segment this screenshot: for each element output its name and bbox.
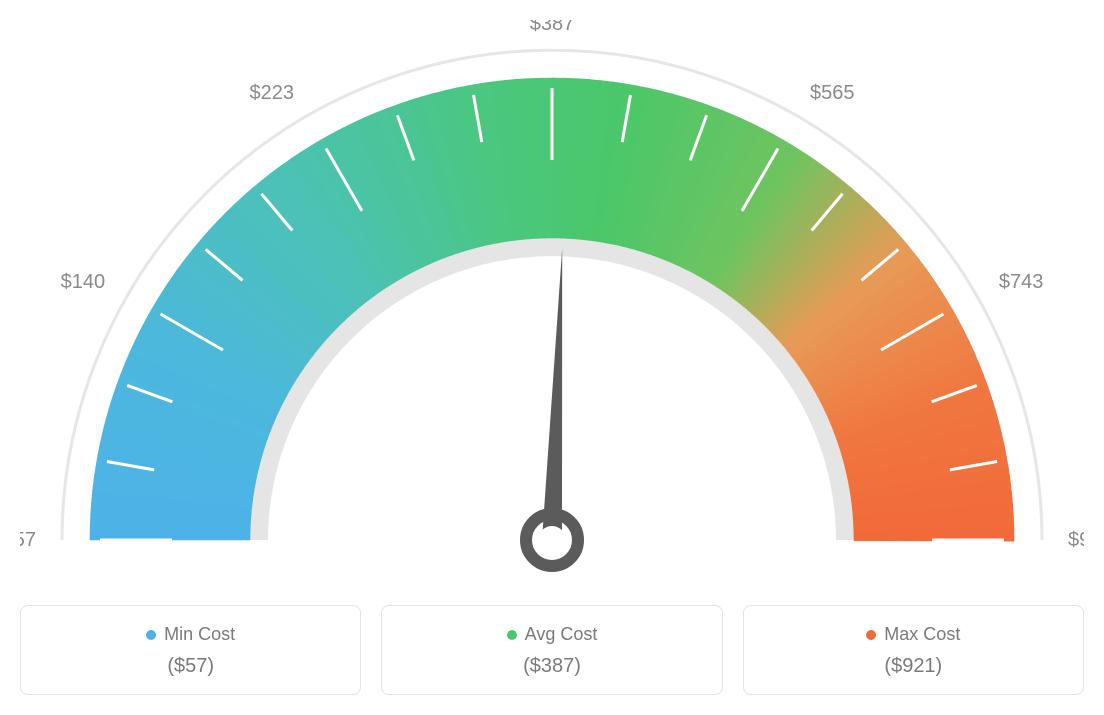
svg-text:$921: $921 — [1068, 529, 1084, 551]
svg-text:$387: $387 — [530, 20, 575, 35]
legend-label-avg: Avg Cost — [525, 624, 598, 645]
legend-card-min: Min Cost ($57) — [20, 605, 361, 695]
legend-dot-max — [866, 630, 876, 640]
legend-label-min: Min Cost — [164, 624, 235, 645]
svg-text:$57: $57 — [20, 529, 36, 551]
svg-text:$743: $743 — [999, 271, 1044, 293]
legend-value-avg: ($387) — [392, 655, 711, 678]
legend-dot-avg — [507, 630, 517, 640]
legend-card-max: Max Cost ($921) — [743, 605, 1084, 695]
legend-dot-min — [146, 630, 156, 640]
legend-value-max: ($921) — [754, 655, 1073, 678]
svg-text:$565: $565 — [810, 82, 855, 104]
legend-row: Min Cost ($57) Avg Cost ($387) Max Cost … — [20, 605, 1084, 695]
legend-label-max: Max Cost — [884, 624, 960, 645]
svg-text:$223: $223 — [250, 82, 295, 104]
gauge-chart: $57 $140 $223 $387 $565 $743 $921 — [20, 20, 1084, 585]
svg-text:$140: $140 — [61, 271, 106, 293]
legend-value-min: ($57) — [31, 655, 350, 678]
legend-card-avg: Avg Cost ($387) — [381, 605, 722, 695]
